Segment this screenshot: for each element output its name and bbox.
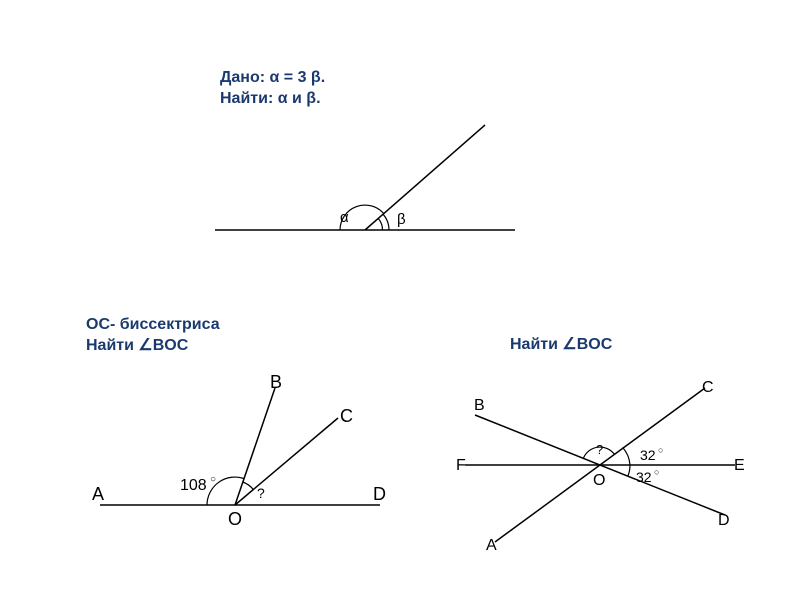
- svg-text:E: E: [734, 457, 745, 474]
- svg-text:32: 32: [640, 447, 656, 463]
- problem1-title: Дано: α = 3 β. Найти: α и β.: [220, 68, 325, 110]
- problem1-given: Дано: α = 3 β.: [220, 68, 325, 89]
- svg-text:D: D: [373, 484, 386, 504]
- problem2-line2: Найти ∠BOC: [86, 336, 220, 357]
- svg-text:B: B: [474, 397, 485, 414]
- svg-text:?: ?: [596, 442, 603, 457]
- svg-text:O: O: [593, 472, 605, 489]
- svg-text:D: D: [718, 512, 730, 529]
- svg-text:α: α: [340, 209, 349, 226]
- problem3-title: Найти ∠BOC: [510, 335, 612, 356]
- svg-text:C: C: [340, 406, 353, 426]
- problem1-find: Найти: α и β.: [220, 89, 325, 110]
- problem2-title: OC- биссектриса Найти ∠BOC: [86, 315, 220, 357]
- svg-text:○: ○: [210, 474, 216, 485]
- svg-text:?: ?: [257, 485, 265, 501]
- svg-text:○: ○: [654, 467, 659, 477]
- svg-text:F: F: [456, 457, 466, 474]
- problem1-diagram: α β: [205, 120, 525, 250]
- svg-text:32: 32: [636, 469, 652, 485]
- problem2-line1: OC- биссектриса: [86, 315, 220, 336]
- svg-text:A: A: [92, 484, 104, 504]
- problem3-diagram: F E B D A C O ? 32 ○ 32 ○: [450, 370, 750, 560]
- svg-text:β: β: [397, 211, 406, 228]
- problem2-diagram: A D B C O 108 ○ ?: [80, 370, 400, 550]
- svg-text:○: ○: [658, 445, 663, 455]
- svg-text:O: O: [228, 509, 242, 529]
- svg-text:B: B: [270, 372, 282, 392]
- svg-text:C: C: [702, 379, 714, 396]
- svg-text:A: A: [486, 537, 497, 554]
- svg-text:108: 108: [180, 477, 207, 494]
